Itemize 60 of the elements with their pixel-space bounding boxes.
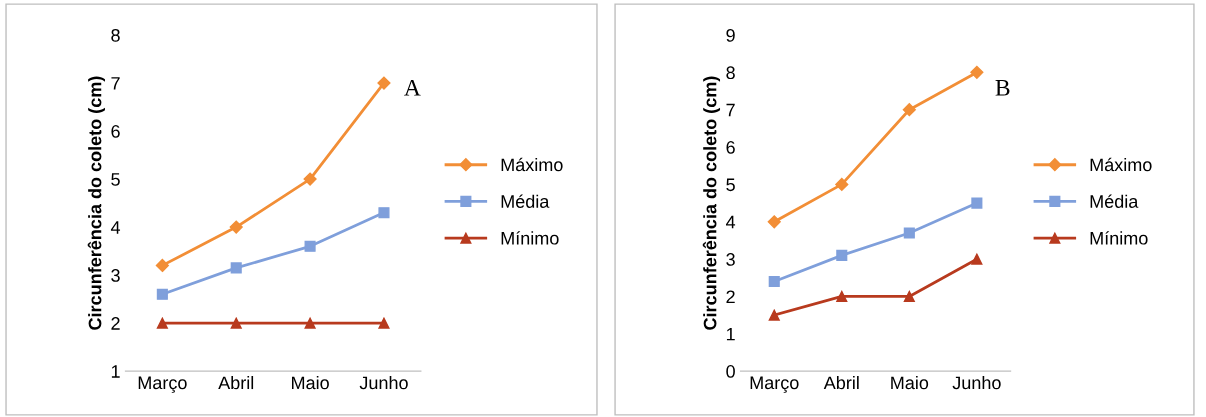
y-tick-label: 4: [110, 221, 121, 234]
y-tick-label: 8: [111, 28, 120, 42]
point: [902, 103, 916, 117]
y-tick-label: 7: [726, 103, 735, 117]
x-tick-label: Maio: [891, 375, 929, 390]
legend-label: Média: [1090, 194, 1139, 208]
y-tick-label: 4: [726, 215, 736, 229]
y-tick-label: 2: [111, 317, 120, 330]
legend-label: Máximo: [1090, 157, 1152, 172]
legend-label: Máximo: [501, 157, 563, 172]
legend-label: Mínimo: [1090, 231, 1148, 245]
point: [378, 317, 390, 329]
point: [304, 317, 316, 329]
y-tick-label: 8: [726, 66, 735, 80]
legend-label: Mínimo: [501, 231, 559, 245]
y-tick-label: 5: [111, 173, 120, 186]
x-tick-label: Março: [138, 376, 187, 393]
point: [903, 290, 915, 302]
point: [836, 249, 848, 261]
point: [836, 290, 848, 302]
point: [835, 177, 849, 191]
point: [971, 253, 983, 265]
point: [970, 65, 984, 79]
y-tick-label: 0: [726, 365, 735, 378]
point: [768, 275, 780, 288]
y-tick-label: 1: [726, 327, 735, 341]
point: [767, 215, 781, 229]
point: [377, 76, 391, 90]
legend-label: Média: [501, 194, 550, 208]
point: [156, 288, 168, 300]
point: [156, 317, 168, 329]
point: [230, 317, 242, 329]
y-axis-title: Circunferência do coleto (cm): [87, 76, 105, 330]
x-tick-label: Abril: [218, 375, 254, 390]
point: [768, 309, 780, 321]
point: [903, 227, 915, 239]
y-tick-label: 5: [726, 178, 735, 192]
annotation: B: [995, 80, 1010, 96]
point: [155, 258, 169, 273]
point: [971, 197, 983, 209]
point: [230, 262, 242, 274]
y-tick-label: 3: [726, 253, 735, 266]
x-tick-label: Abril: [823, 375, 859, 390]
x-tick-label: Maio: [292, 375, 329, 390]
point: [229, 220, 243, 234]
y-tick-label: 2: [726, 290, 735, 303]
point: [304, 240, 316, 252]
y-tick-label: 1: [111, 365, 120, 378]
y-tick-label: 3: [111, 269, 120, 282]
y-axis-title: Circunferência do coleto (cm): [702, 76, 721, 330]
x-tick-label: Junho: [952, 375, 1001, 390]
point: [303, 172, 317, 186]
annotation: A: [404, 79, 421, 96]
y-tick-label: 6: [111, 124, 120, 138]
y-tick-label: 9: [726, 28, 735, 42]
x-tick-label: Março: [750, 376, 799, 393]
y-tick-label: 7: [111, 77, 120, 90]
x-tick-label: Junho: [359, 375, 408, 390]
y-tick-label: 6: [726, 141, 735, 154]
point: [378, 207, 390, 219]
